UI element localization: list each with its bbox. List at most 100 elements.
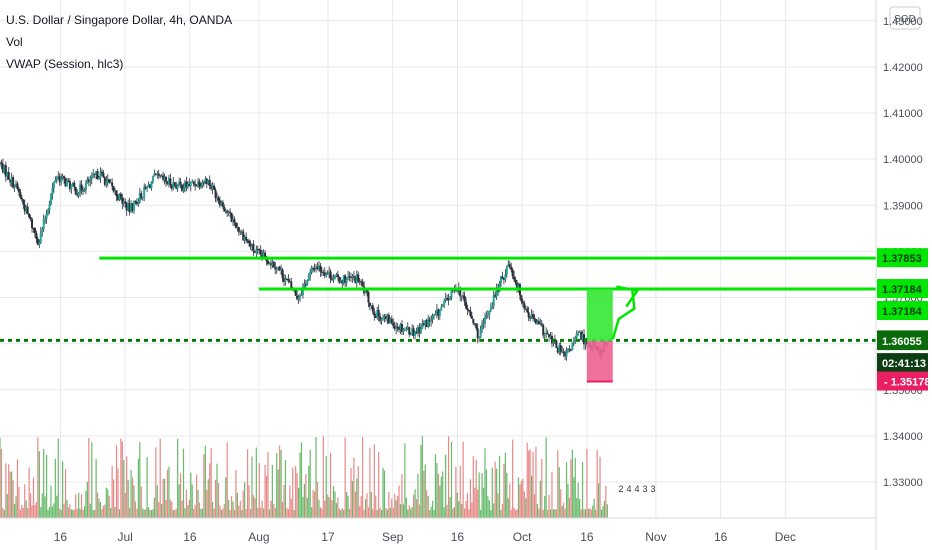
x-tick-label: Dec xyxy=(775,530,796,544)
candle-body xyxy=(569,349,572,351)
candle-body xyxy=(205,178,208,184)
volume-bar xyxy=(587,508,589,518)
volume-bar xyxy=(434,454,437,518)
candle-body xyxy=(202,182,205,184)
volume-bar xyxy=(360,496,362,518)
volume-bar xyxy=(104,504,106,518)
volume-bar xyxy=(356,478,358,518)
price-label-tag[interactable] xyxy=(877,353,928,373)
price-label-tag[interactable] xyxy=(877,371,928,391)
candle-body xyxy=(556,347,559,353)
volume-bar xyxy=(147,507,150,518)
volume-bar xyxy=(468,509,470,518)
currency-label: SGD xyxy=(894,14,916,25)
candle-body xyxy=(319,265,322,272)
candle-body xyxy=(384,316,387,320)
candle-body xyxy=(227,211,230,213)
volume-bar xyxy=(382,467,384,518)
candle-body xyxy=(140,193,143,199)
volume-bar xyxy=(311,507,313,518)
volume-bar xyxy=(350,468,352,518)
volume-bar xyxy=(337,497,339,518)
volume-indicator-label[interactable]: Vol xyxy=(6,35,23,49)
candle-body xyxy=(90,175,93,180)
volume-bar xyxy=(334,491,336,518)
volume-bar xyxy=(5,463,7,518)
volume-bar xyxy=(242,490,244,518)
volume-bar xyxy=(126,456,128,518)
candle-body xyxy=(255,249,258,253)
volume-bar xyxy=(522,478,524,518)
candle-body xyxy=(19,192,22,198)
price-label-tag[interactable] xyxy=(877,248,928,268)
candle-body xyxy=(224,210,227,212)
volume-bar xyxy=(134,501,137,518)
candle-body xyxy=(100,171,103,174)
candle-body xyxy=(191,181,194,183)
position-stop-zone[interactable] xyxy=(586,341,613,382)
volume-bar xyxy=(214,479,217,518)
x-tick-label: 16 xyxy=(714,530,728,544)
volume-bar xyxy=(212,501,214,518)
volume-bar xyxy=(129,507,131,518)
candle-body xyxy=(17,188,20,193)
volume-bar xyxy=(401,474,403,518)
candle-body xyxy=(266,261,269,265)
candle-body xyxy=(312,268,315,270)
x-tick-label: Oct xyxy=(513,530,532,544)
candle-body xyxy=(546,332,549,335)
volume-bar xyxy=(286,508,288,518)
candle-body xyxy=(258,249,261,251)
x-tick-label: Sep xyxy=(382,530,404,544)
candle-body xyxy=(84,182,87,190)
volume-bar xyxy=(131,477,134,518)
volume-bar xyxy=(112,479,115,518)
volume-bar xyxy=(415,499,418,518)
price-axis[interactable] xyxy=(876,0,932,550)
price-label-tag[interactable] xyxy=(877,301,928,321)
candle-body xyxy=(549,335,552,338)
candle-body xyxy=(300,294,303,296)
volume-bar xyxy=(174,509,176,518)
candle-body xyxy=(170,185,173,189)
volume-bar xyxy=(232,501,234,518)
volume-bar xyxy=(239,500,241,518)
volume-bar xyxy=(340,509,342,518)
candle-body xyxy=(543,333,546,336)
volume-bar xyxy=(251,456,253,518)
candle-body xyxy=(514,279,517,283)
projection-arrow[interactable] xyxy=(611,290,636,340)
symbol-title[interactable]: U.S. Dollar / Singapore Dollar, 4h, OAND… xyxy=(6,13,233,27)
price-label-text: 02:41:13 xyxy=(882,358,926,370)
volume-bar xyxy=(115,445,118,518)
price-label-tag[interactable] xyxy=(877,331,928,351)
volume-bar xyxy=(197,489,199,518)
candle-body xyxy=(296,295,299,300)
price-label-tag[interactable] xyxy=(877,279,928,299)
position-target-zone[interactable] xyxy=(586,289,613,342)
volume-bar xyxy=(573,477,575,518)
candle-body xyxy=(335,274,338,276)
candle-body xyxy=(26,206,29,214)
volume-bar xyxy=(456,492,458,518)
vwap-indicator-label[interactable]: VWAP (Session, hlc3) xyxy=(6,57,124,71)
currency-button[interactable] xyxy=(889,6,921,30)
candle-body xyxy=(577,332,580,334)
y-tick-label: 1.39000 xyxy=(883,200,923,212)
projection-arrow-head xyxy=(616,285,640,308)
volume-bar xyxy=(159,438,161,518)
volume-bar xyxy=(238,505,240,518)
volume-bar xyxy=(82,509,84,518)
volume-bar xyxy=(168,466,170,518)
volume-bar xyxy=(206,489,208,518)
volume-bar xyxy=(357,466,359,518)
volume-bar xyxy=(430,506,432,518)
volume-bar xyxy=(91,442,93,518)
volume-bar xyxy=(328,497,330,518)
candle-body xyxy=(552,341,555,344)
volume-bar xyxy=(414,489,416,518)
candle-body xyxy=(370,305,373,307)
volume-bar xyxy=(190,472,192,518)
